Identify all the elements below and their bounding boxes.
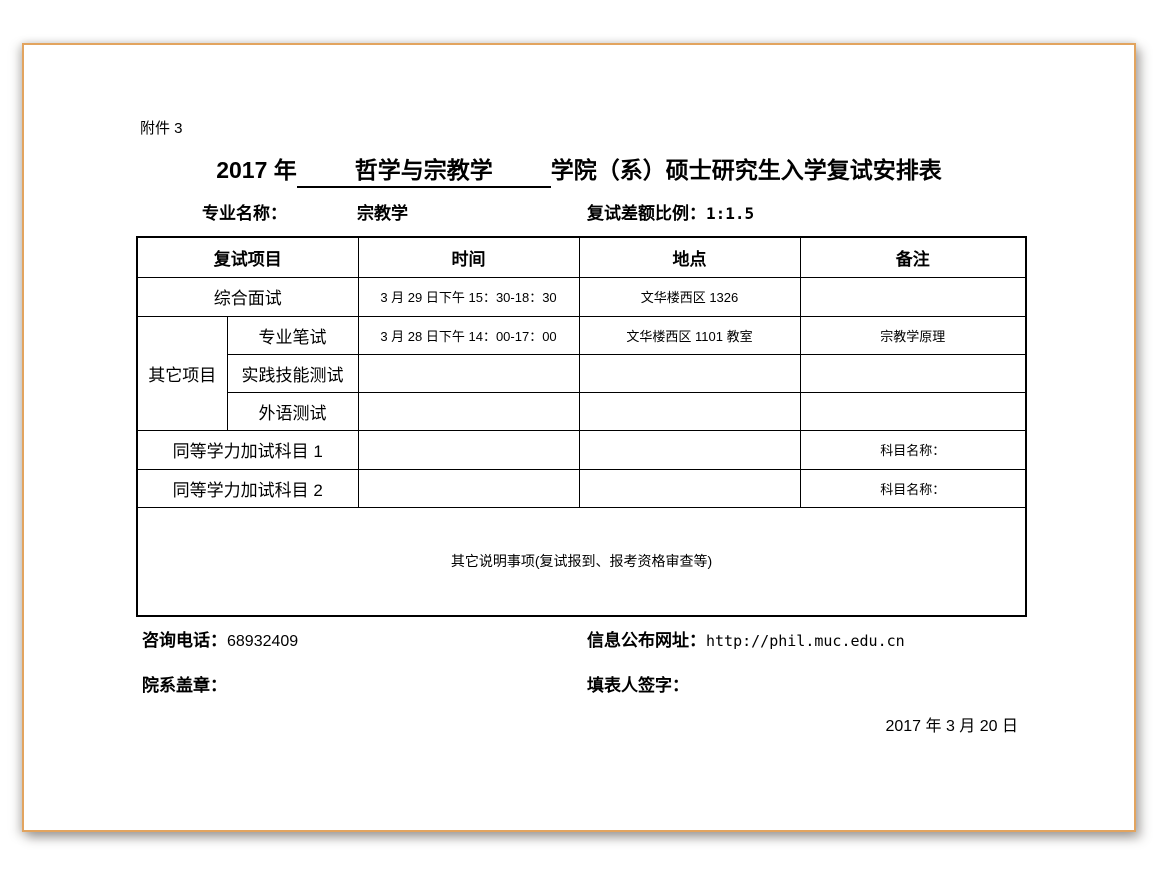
cell-practical-location: [578, 353, 801, 393]
title-suffix: 学院（系）硕士研究生入学复试安排表: [550, 157, 942, 183]
cell-practical-label: 实践技能测试: [226, 353, 359, 393]
cell-extra2-location: [578, 468, 801, 508]
cell-extra1-label: 同等学力加试科目 1: [136, 429, 359, 470]
ratio-line: 复试差额比例：1:1.5: [587, 199, 754, 224]
attachment-label: 附件 3: [140, 120, 183, 137]
cell-extra2-note-label: 科目名称：: [799, 468, 1027, 508]
table-row-written-test: 其它项目 专业笔试 3 月 28 日下午 14：00-17：00 文华楼西区 1…: [136, 315, 1027, 431]
schedule-table: 复试项目 时间 地点 备注 综合面试 3 月 29 日下午 15：30-18：3…: [136, 236, 1027, 617]
header-review-items: 复试项目: [136, 236, 359, 278]
website-value: http://phil.muc.edu.cn: [706, 632, 905, 650]
cell-written-time: 3 月 28 日下午 14：00-17：00: [357, 315, 580, 355]
cell-interview-note: [799, 276, 1027, 317]
table-header-row: 复试项目 时间 地点 备注: [136, 236, 1027, 278]
table-row-remarks: 其它说明事项(复试报到、报考资格审查等): [136, 506, 1027, 617]
cell-written-location: 文华楼西区 1101 教室: [578, 315, 801, 355]
ratio-value: 1:1.5: [706, 204, 755, 223]
phone-label: 咨询电话：: [142, 631, 227, 650]
cell-interview-location: 文华楼西区 1326: [578, 276, 801, 317]
table-row-extra-subject-2: 同等学力加试科目 2 科目名称：: [136, 468, 1027, 508]
form-date: 2017 年 3 月 20 日: [885, 718, 1018, 735]
table-row-extra-subject-1: 同等学力加试科目 1 科目名称：: [136, 429, 1027, 470]
page-title: 2017 年哲学与宗教学 学院（系）硕士研究生入学复试安排表: [24, 151, 1134, 188]
seal-line: 院系盖章：: [142, 671, 227, 696]
cell-extra1-time: [357, 429, 580, 470]
cell-written-label: 专业笔试: [226, 315, 359, 355]
cell-extra2-time: [357, 468, 580, 508]
title-blank-underline: 哲学与宗教学: [296, 151, 551, 188]
cell-interview-label: 综合面试: [136, 276, 359, 317]
header-location: 地点: [578, 236, 801, 278]
header-notes: 备注: [799, 236, 1027, 278]
phone-value: 68932409: [227, 633, 299, 650]
cell-extra1-note-label: 科目名称：: [799, 429, 1027, 470]
table-row-foreign-language-test: 外语测试: [137, 391, 1027, 431]
document-page: 附件 3 2017 年哲学与宗教学 学院（系）硕士研究生入学复试安排表 专业名称：…: [22, 43, 1136, 832]
cell-foreign-time: [357, 391, 580, 431]
table-row-practical-test: 实践技能测试: [137, 353, 1027, 393]
cell-practical-time: [357, 353, 580, 393]
major-name-label: 专业名称：: [202, 204, 287, 223]
cell-practical-note: [799, 353, 1027, 393]
cell-remarks: 其它说明事项(复试报到、报考资格审查等): [136, 506, 1027, 617]
major-name-value: 宗教学: [357, 204, 408, 223]
cell-written-note: 宗教学原理: [799, 315, 1027, 355]
ratio-label: 复试差额比例：: [587, 204, 706, 223]
cell-other-items-group: 其它项目: [136, 315, 228, 431]
website-line: 信息公布网址：http://phil.muc.edu.cn: [587, 626, 905, 651]
cell-extra2-label: 同等学力加试科目 2: [136, 468, 359, 508]
cell-interview-time: 3 月 29 日下午 15：30-18：30: [357, 276, 580, 317]
header-time: 时间: [357, 236, 580, 278]
website-label: 信息公布网址：: [587, 631, 706, 650]
schedule-table-wrap: 复试项目 时间 地点 备注 综合面试 3 月 29 日下午 15：30-18：3…: [136, 236, 1027, 617]
phone-line: 咨询电话：68932409: [142, 626, 298, 651]
cell-foreign-location: [578, 391, 801, 431]
seal-label: 院系盖章：: [142, 676, 227, 695]
title-prefix: 2017 年: [216, 157, 297, 183]
signature-label: 填表人签字：: [587, 676, 689, 695]
cell-foreign-note: [799, 391, 1027, 431]
cell-foreign-label: 外语测试: [226, 391, 359, 431]
signature-line: 填表人签字：: [587, 671, 689, 696]
cell-extra1-location: [578, 429, 801, 470]
table-row-interview: 综合面试 3 月 29 日下午 15：30-18：30 文华楼西区 1326: [136, 276, 1027, 317]
